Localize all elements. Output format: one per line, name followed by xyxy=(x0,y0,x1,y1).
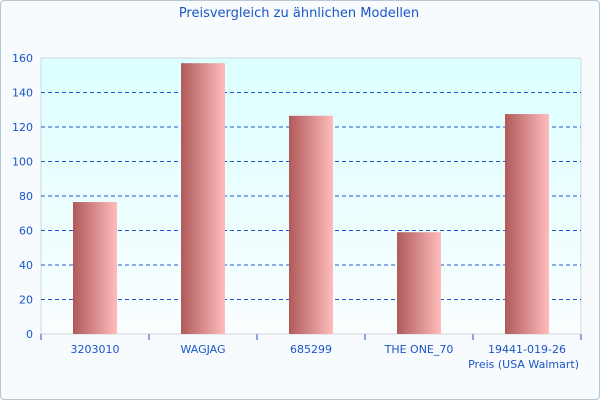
bar xyxy=(505,114,549,334)
bar xyxy=(289,115,333,334)
x-tick-label: THE ONE_70 xyxy=(384,343,454,356)
chart-title: Preisvergleich zu ähnlichen Modellen xyxy=(179,6,419,21)
bar xyxy=(181,63,225,335)
x-tick-label: 685299 xyxy=(290,343,332,356)
bar xyxy=(397,232,441,334)
y-tick-label: 20 xyxy=(19,294,33,307)
x-tick-label: 19441-019-26 xyxy=(488,343,566,356)
bar xyxy=(73,202,117,334)
x-tick-label: WAGJAG xyxy=(180,343,225,356)
x-tick-label: 3203010 xyxy=(71,343,120,356)
y-tick-label: 60 xyxy=(19,225,33,238)
y-tick-label: 120 xyxy=(12,121,33,134)
y-tick-label: 160 xyxy=(12,52,33,65)
y-tick-label: 80 xyxy=(19,190,33,203)
y-tick-label: 140 xyxy=(12,87,33,100)
y-tick-label: 100 xyxy=(12,156,33,169)
x-axis-label: Preis (USA Walmart) xyxy=(468,358,579,371)
y-tick-label: 40 xyxy=(19,259,33,272)
y-tick-label: 0 xyxy=(26,328,33,341)
